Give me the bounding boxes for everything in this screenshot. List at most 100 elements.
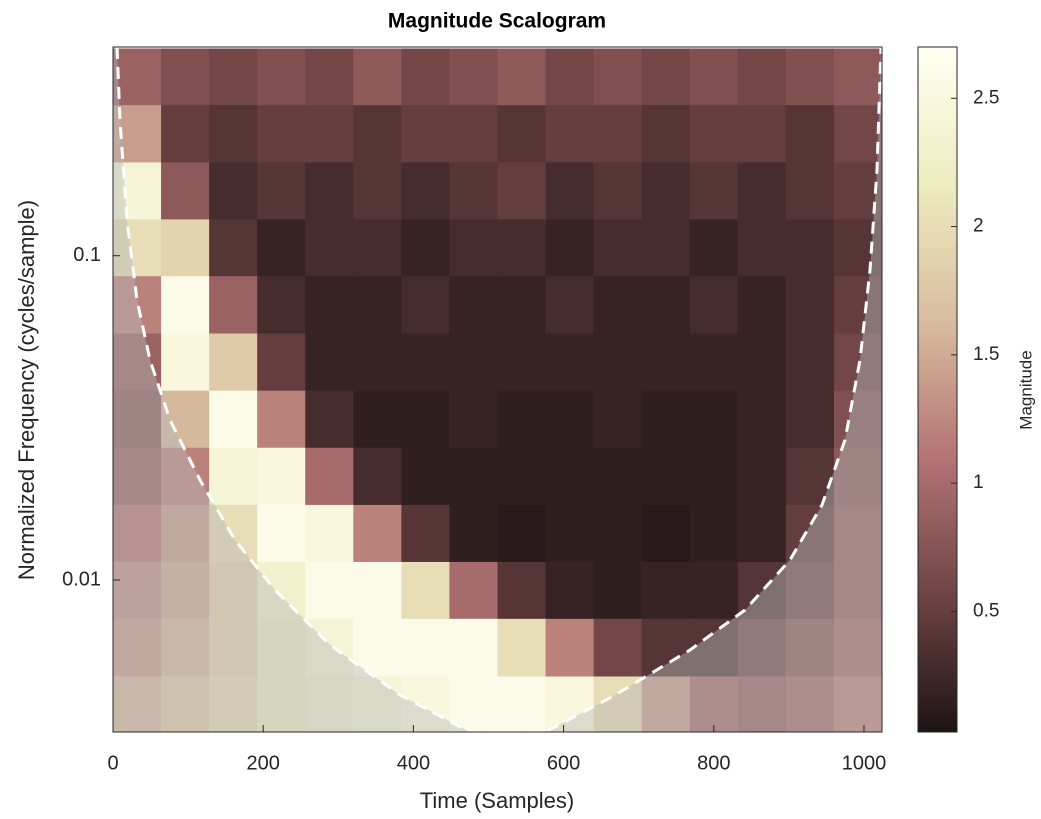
heatmap-cell bbox=[497, 219, 547, 277]
heatmap-cell bbox=[305, 390, 354, 449]
heatmap-cell bbox=[689, 618, 739, 678]
heatmap-cell bbox=[113, 390, 162, 449]
colorbar-tick-label: 2 bbox=[973, 216, 984, 237]
coi-shade bbox=[545, 47, 882, 732]
heatmap-cell bbox=[113, 219, 162, 277]
heatmap-cell bbox=[305, 618, 354, 678]
heatmap-cell bbox=[353, 276, 402, 334]
heatmap-cell bbox=[689, 105, 739, 163]
heatmap-cell bbox=[833, 276, 882, 334]
heatmap-cell bbox=[545, 219, 595, 277]
heatmap-cell bbox=[497, 504, 547, 563]
heatmap-cell bbox=[545, 504, 595, 563]
heatmap-cell bbox=[353, 390, 402, 449]
heatmap-cell bbox=[449, 561, 498, 620]
heatmap-cell bbox=[401, 162, 450, 220]
heatmap-cell bbox=[689, 219, 739, 277]
heatmap-cell bbox=[833, 561, 882, 620]
heatmap-cell bbox=[401, 390, 450, 449]
heatmap-cell bbox=[305, 219, 354, 277]
heatmap-cell bbox=[545, 618, 595, 678]
heatmap-cell bbox=[161, 504, 210, 563]
heatmap-cell bbox=[401, 48, 450, 106]
heatmap-cell bbox=[209, 333, 258, 392]
heatmap-cell bbox=[833, 390, 882, 449]
heatmap-cell bbox=[113, 504, 162, 563]
heatmap-cell bbox=[737, 48, 787, 106]
x-tick-label: 0 bbox=[107, 752, 118, 774]
plot-frame bbox=[112, 46, 883, 733]
heatmap-cell bbox=[689, 561, 739, 620]
heatmap-cell bbox=[209, 390, 258, 449]
heatmap-cell bbox=[353, 48, 402, 106]
x-axis-label: Time (Samples) bbox=[420, 788, 574, 813]
heatmap-cell bbox=[545, 390, 595, 449]
heatmap-cell bbox=[209, 504, 258, 563]
heatmap-cell bbox=[257, 504, 306, 563]
heatmap-cell bbox=[785, 219, 835, 277]
heatmap-cell bbox=[593, 390, 643, 449]
heatmap-cell bbox=[401, 276, 450, 334]
heatmap-cell bbox=[833, 618, 882, 678]
heatmap-cell bbox=[545, 162, 595, 220]
cone-of-influence bbox=[113, 47, 882, 732]
heatmap-cell bbox=[737, 333, 787, 392]
heatmap-cell bbox=[593, 276, 643, 334]
heatmap-cell bbox=[305, 48, 354, 106]
heatmap-cell bbox=[593, 618, 643, 678]
colorbar-tick-label: 1 bbox=[973, 472, 984, 493]
heatmap-cell bbox=[833, 333, 882, 392]
heatmap-cell bbox=[689, 276, 739, 334]
heatmap-cell bbox=[209, 447, 258, 506]
heatmap-cell bbox=[401, 561, 450, 620]
heatmap-cell bbox=[689, 48, 739, 106]
heatmap-cell bbox=[209, 676, 258, 732]
heatmap-cell bbox=[785, 276, 835, 334]
heatmap-cell bbox=[401, 504, 450, 563]
heatmap-cell bbox=[257, 333, 306, 392]
heatmap-cell bbox=[353, 504, 402, 563]
heatmap-cell bbox=[545, 333, 595, 392]
heatmap-cell bbox=[449, 504, 498, 563]
heatmap-cell bbox=[353, 105, 402, 163]
y-tick-label: 0.01 bbox=[62, 568, 101, 590]
heatmap-cell bbox=[401, 219, 450, 277]
heatmap-cell bbox=[689, 447, 739, 506]
heatmap-cell bbox=[113, 447, 162, 506]
heatmap-cell bbox=[785, 48, 835, 106]
heatmap-cell bbox=[641, 504, 691, 563]
heatmap-cell bbox=[593, 105, 643, 163]
heatmap-cell bbox=[785, 561, 835, 620]
heatmap-cell bbox=[641, 618, 691, 678]
heatmap-cell bbox=[785, 333, 835, 392]
heatmap-cell bbox=[737, 390, 787, 449]
heatmap-cell bbox=[545, 105, 595, 163]
heatmap-cell bbox=[497, 390, 547, 449]
heatmap-cell bbox=[593, 504, 643, 563]
heatmap-cell bbox=[641, 48, 691, 106]
heatmap-cell bbox=[113, 561, 162, 620]
heatmap-cell bbox=[257, 219, 306, 277]
heatmap-cell bbox=[257, 561, 306, 620]
heatmap-cell bbox=[449, 618, 498, 678]
heatmap-cell bbox=[497, 333, 547, 392]
heatmap-cell bbox=[737, 618, 787, 678]
heatmap-cell bbox=[113, 276, 162, 334]
heatmap-cell bbox=[305, 276, 354, 334]
heatmap-cell bbox=[833, 676, 882, 732]
x-tick-label: 400 bbox=[397, 752, 430, 774]
x-tick-label: 200 bbox=[247, 752, 280, 774]
heatmap-cell bbox=[257, 276, 306, 334]
x-tick-label: 800 bbox=[697, 752, 730, 774]
heatmap-cell bbox=[641, 676, 691, 732]
colorbar bbox=[917, 46, 958, 733]
heatmap-cell bbox=[257, 390, 306, 449]
heatmap-cell bbox=[257, 105, 306, 163]
coi-shade bbox=[113, 47, 470, 732]
heatmap-cell bbox=[161, 390, 210, 449]
heatmap-cell bbox=[497, 447, 547, 506]
heatmap-cell bbox=[785, 105, 835, 163]
heatmap-cell bbox=[161, 48, 210, 106]
heatmap-cell bbox=[497, 48, 547, 106]
